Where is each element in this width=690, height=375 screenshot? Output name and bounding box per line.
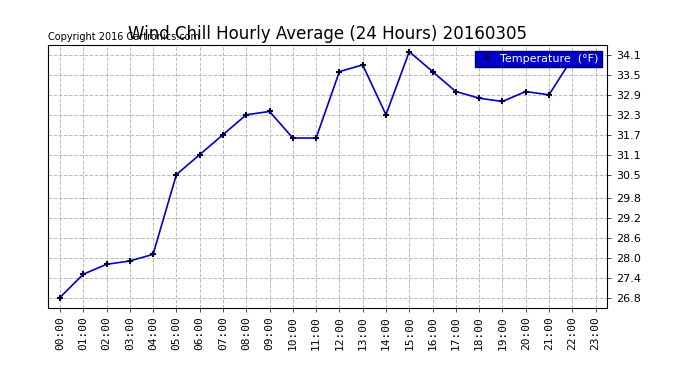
Temperature  (°F) [382,112,390,117]
Temperature  (°F) [591,53,600,57]
Temperature  (°F) [359,63,367,67]
Temperature  (°F) [219,132,227,137]
Legend: Temperature  (°F): Temperature (°F) [475,51,602,67]
Temperature  (°F) [312,136,320,140]
Temperature  (°F) [568,56,576,60]
Temperature  (°F) [405,50,413,54]
Temperature  (°F) [172,172,181,177]
Temperature  (°F) [102,262,110,267]
Temperature  (°F) [475,96,483,100]
Temperature  (°F) [56,295,64,300]
Temperature  (°F) [242,112,250,117]
Temperature  (°F) [498,99,506,104]
Temperature  (°F) [522,89,530,94]
Title: Wind Chill Hourly Average (24 Hours) 20160305: Wind Chill Hourly Average (24 Hours) 201… [128,26,527,44]
Line: Temperature  (°F): Temperature (°F) [57,48,599,301]
Text: Copyright 2016 Cartronics.com: Copyright 2016 Cartronics.com [48,32,200,42]
Temperature  (°F) [335,69,344,74]
Temperature  (°F) [545,93,553,97]
Temperature  (°F) [428,69,437,74]
Temperature  (°F) [288,136,297,140]
Temperature  (°F) [149,252,157,257]
Temperature  (°F) [79,272,88,276]
Temperature  (°F) [266,109,274,114]
Temperature  (°F) [195,152,204,157]
Temperature  (°F) [452,89,460,94]
Temperature  (°F) [126,259,134,263]
